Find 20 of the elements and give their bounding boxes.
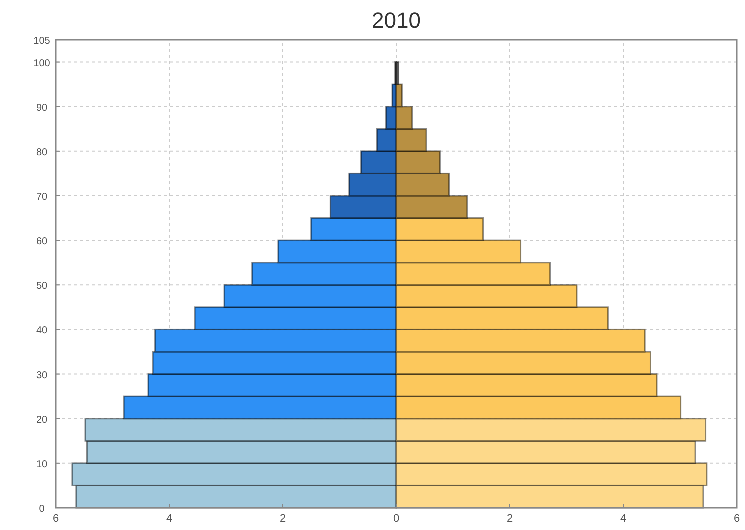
y-tick-label: 70 <box>36 192 48 203</box>
y-tick-label: 105 <box>34 36 51 47</box>
x-tick-label: 2 <box>506 513 514 525</box>
x-tick-label: 0 <box>393 513 400 525</box>
y-tick-label: 90 <box>36 102 48 114</box>
x-tick-label: 4 <box>620 513 627 525</box>
x-tick-label: 4 <box>166 513 173 525</box>
y-tick-label: 10 <box>36 459 48 470</box>
y-tick-label: 0 <box>39 504 46 515</box>
y-tick-label: 80 <box>36 147 48 158</box>
x-tick-label: 2 <box>280 513 286 525</box>
y-tick-label: 20 <box>36 414 48 426</box>
y-tick-label: 100 <box>34 58 51 70</box>
y-tick-label: 40 <box>36 326 48 337</box>
y-tick-label: 30 <box>36 370 48 382</box>
chart-title: 2010 <box>372 8 421 33</box>
y-tick-label: 60 <box>36 236 48 248</box>
x-tick-label: 6 <box>734 513 740 525</box>
x-tick-label: 6 <box>52 513 60 525</box>
y-tick-label: 50 <box>36 281 48 292</box>
